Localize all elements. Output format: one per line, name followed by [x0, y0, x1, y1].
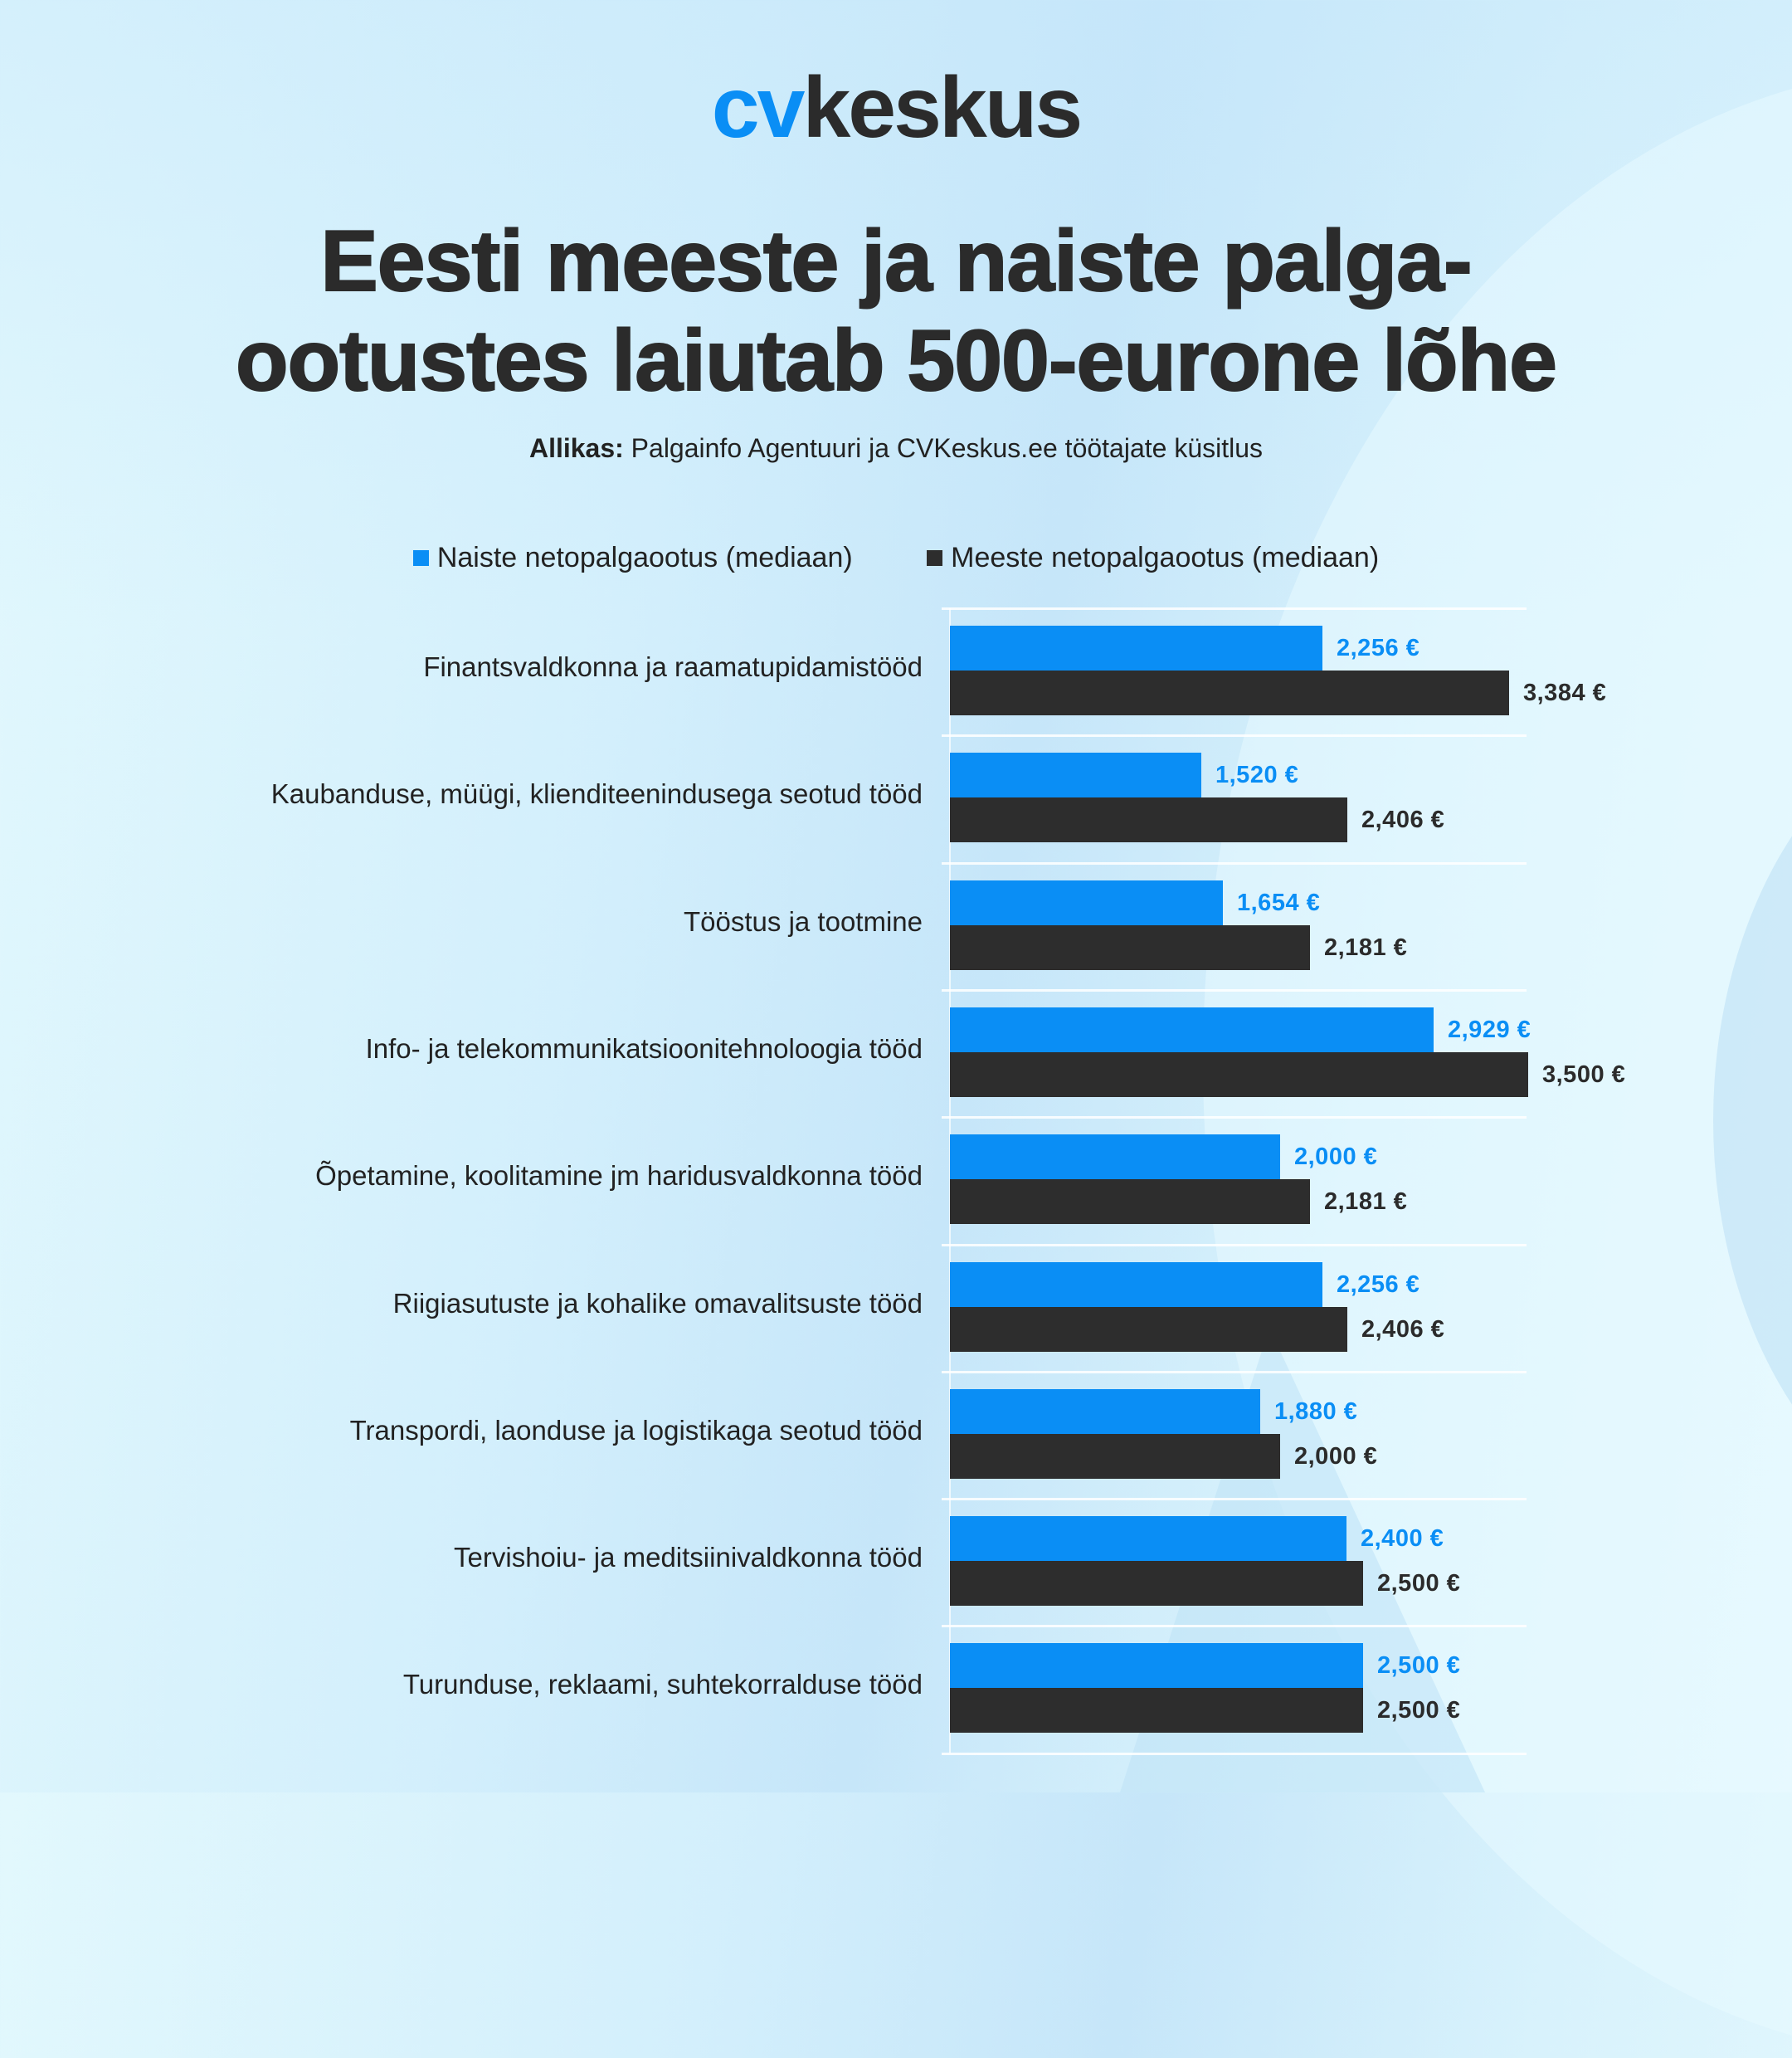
bar-men [950, 1306, 1347, 1352]
source-text: Palgainfo Agentuuri ja CVKeskus.ee tööta… [623, 433, 1264, 463]
legend-item-men: Meeste netopalgaootus (mediaan) [927, 542, 1379, 574]
row-separator [942, 1370, 1527, 1373]
page-title: Eesti meeste ja naiste palga- ootustes l… [0, 212, 1792, 411]
value-label-women: 2,000 € [1294, 1144, 1378, 1171]
row-separator [942, 988, 1527, 992]
chart-row: Turunduse, reklaami, suhtekorralduse töö… [0, 1626, 1792, 1753]
chart-row: Tööstus ja tootmine 1,654 €2,181 € [0, 863, 1792, 990]
category-label: Transpordi, laonduse ja logistikaga seot… [349, 1414, 923, 1446]
value-label-men: 3,384 € [1523, 680, 1607, 706]
value-label-women: 2,929 € [1448, 1016, 1531, 1043]
title-line-2: ootustes laiutab 500-eurone lõhe [235, 312, 1558, 410]
title-line-1: Eesti meeste ja naiste palga- [319, 212, 1473, 310]
chart-row: Finantsvaldkonna ja raamatupidamistööd 2,… [0, 608, 1792, 735]
category-label: Info- ja telekommunikatsioonitehnoloogia… [365, 1032, 923, 1064]
value-label-men: 2,181 € [1324, 1188, 1408, 1216]
bar-men [950, 671, 1509, 715]
bar-men [950, 1433, 1280, 1479]
category-label: Kaubanduse, müügi, klienditeenindusega s… [270, 778, 923, 810]
category-label: Finantsvaldkonna ja raamatupidamistööd [423, 651, 923, 682]
bar-women [950, 1007, 1434, 1052]
chart-legend: Naiste netopalgaootus (mediaan) Meeste n… [0, 541, 1792, 574]
source-label: Allikas: [528, 433, 624, 463]
value-label-women: 2,256 € [1337, 1270, 1420, 1298]
row-separator [942, 734, 1527, 738]
value-label-women: 1,654 € [1237, 889, 1321, 916]
category-label: Riigiasutuste ja kohalike omavalitsuste … [392, 1287, 923, 1319]
bar-women [950, 1516, 1346, 1562]
row-separator [942, 1752, 1527, 1755]
logo-cv: cv [711, 60, 806, 156]
value-label-women: 1,880 € [1274, 1397, 1358, 1425]
value-label-women: 2,400 € [1361, 1525, 1444, 1553]
bar-chart: Finantsvaldkonna ja raamatupidamistööd 2,… [0, 607, 1792, 1755]
bar-women [950, 880, 1223, 925]
chart-row: Transpordi, laonduse ja logistikaga seot… [0, 1372, 1792, 1499]
chart-row: Tervishoiu- ja meditsiinivaldkonna tööd 2… [0, 1499, 1792, 1626]
bar-men [950, 1051, 1528, 1097]
bar-women [950, 1388, 1260, 1434]
bar-women [950, 753, 1201, 798]
legend-label-women: Naiste netopalgaootus (mediaan) [436, 542, 853, 573]
value-label-men: 2,406 € [1361, 1315, 1445, 1343]
bar-women [950, 1261, 1322, 1307]
value-label-men: 2,406 € [1361, 807, 1445, 834]
chart-row: Riigiasutuste ja kohalike omavalitsuste … [0, 1245, 1792, 1372]
bar-women [950, 1643, 1363, 1689]
value-label-women: 2,256 € [1337, 635, 1420, 661]
value-label-men: 3,500 € [1542, 1061, 1626, 1088]
bar-men [950, 797, 1347, 843]
cvkeskus-logo: cvkeskus [0, 65, 1792, 151]
legend-swatch-men-icon [927, 550, 943, 566]
bar-women [950, 626, 1322, 671]
legend-item-women: Naiste netopalgaootus (mediaan) [412, 542, 853, 574]
row-separator [942, 1498, 1527, 1501]
chart-row: Info- ja telekommunikatsioonitehnoloogia… [0, 990, 1792, 1117]
chart-row: Õpetamine, koolitamine jm haridusvaldkon… [0, 1117, 1792, 1244]
bar-men [950, 924, 1310, 970]
row-separator [942, 861, 1527, 865]
logo-keskus: keskus [802, 60, 1083, 156]
bar-women [950, 1134, 1280, 1180]
row-separator [942, 1243, 1527, 1246]
category-label: Õpetamine, koolitamine jm haridusvaldkon… [315, 1160, 923, 1192]
source-line: Allikas: Palgainfo Agentuuri ja CVKeskus… [0, 433, 1792, 464]
value-label-women: 1,520 € [1215, 762, 1299, 789]
legend-label-men: Meeste netopalgaootus (mediaan) [951, 542, 1380, 573]
category-label: Tööstus ja tootmine [684, 905, 923, 937]
row-separator [942, 1625, 1527, 1628]
row-separator [942, 607, 1527, 610]
category-label: Turunduse, reklaami, suhtekorralduse töö… [402, 1669, 923, 1700]
value-label-men: 2,181 € [1324, 934, 1408, 961]
value-label-women: 2,500 € [1377, 1652, 1461, 1680]
value-label-men: 2,500 € [1377, 1697, 1461, 1724]
row-separator [942, 1116, 1527, 1119]
legend-swatch-women-icon [412, 550, 429, 566]
category-label: Tervishoiu- ja meditsiinivaldkonna tööd [454, 1542, 923, 1573]
chart-row: Kaubanduse, müügi, klienditeenindusega s… [0, 735, 1792, 862]
value-label-men: 2,000 € [1294, 1442, 1378, 1470]
bar-men [950, 1688, 1363, 1734]
bar-men [950, 1561, 1363, 1607]
bar-men [950, 1179, 1310, 1225]
value-label-men: 2,500 € [1377, 1570, 1461, 1597]
